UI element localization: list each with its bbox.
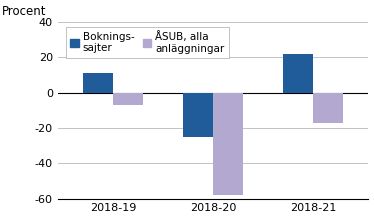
Bar — [313, 93, 343, 123]
Bar — [213, 93, 243, 195]
Bar — [283, 54, 313, 93]
Bar — [83, 73, 113, 93]
Bar — [183, 93, 213, 137]
Text: Procent: Procent — [2, 5, 46, 18]
Legend: Boknings-
sajter, ÅSUB, alla
anläggningar: Boknings- sajter, ÅSUB, alla anläggninga… — [66, 27, 229, 58]
Bar — [113, 93, 143, 105]
